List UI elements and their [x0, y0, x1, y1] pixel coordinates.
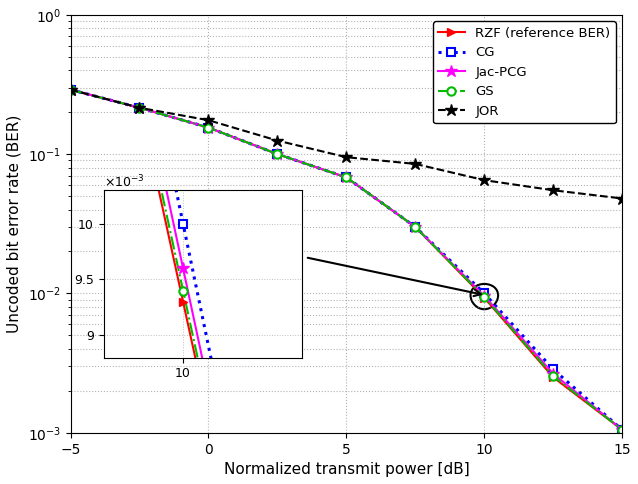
Jac-PCG [205, 125, 212, 131]
CG [136, 105, 144, 111]
RZF (reference BER) [136, 105, 144, 111]
RZF (reference BER) [274, 151, 281, 157]
JOR [205, 117, 212, 123]
CG [67, 87, 75, 92]
Jac-PCG [67, 87, 75, 92]
CG [549, 366, 557, 372]
JOR [67, 87, 75, 92]
Jac-PCG [618, 427, 626, 433]
GS [549, 373, 557, 379]
GS [205, 125, 212, 131]
X-axis label: Normalized transmit power [dB]: Normalized transmit power [dB] [223, 462, 470, 477]
RZF (reference BER) [205, 125, 212, 131]
Line: JOR: JOR [64, 83, 628, 205]
GS [343, 175, 350, 181]
Line: GS: GS [66, 86, 627, 434]
RZF (reference BER) [618, 427, 626, 433]
JOR [412, 161, 419, 167]
JOR [343, 154, 350, 160]
RZF (reference BER) [343, 175, 350, 181]
JOR [549, 187, 557, 193]
RZF (reference BER) [549, 375, 557, 380]
Line: RZF (reference BER): RZF (reference BER) [66, 86, 627, 434]
JOR [274, 137, 281, 143]
Jac-PCG [274, 151, 281, 157]
RZF (reference BER) [412, 224, 419, 230]
Legend: RZF (reference BER), CG, Jac-PCG, GS, JOR: RZF (reference BER), CG, Jac-PCG, GS, JO… [433, 21, 616, 123]
Jac-PCG [480, 293, 488, 299]
GS [67, 87, 75, 92]
RZF (reference BER) [67, 87, 75, 92]
RZF (reference BER) [480, 295, 488, 301]
CG [412, 224, 419, 230]
JOR [136, 105, 144, 111]
Jac-PCG [412, 224, 419, 230]
Jac-PCG [136, 105, 144, 111]
GS [618, 427, 626, 433]
Line: CG: CG [66, 86, 627, 434]
Jac-PCG [343, 175, 350, 181]
JOR [480, 177, 488, 183]
CG [480, 290, 488, 296]
CG [343, 175, 350, 181]
Jac-PCG [549, 371, 557, 377]
Line: Jac-PCG: Jac-PCG [64, 83, 628, 436]
GS [412, 224, 419, 230]
GS [136, 105, 144, 111]
GS [274, 151, 281, 157]
JOR [618, 196, 626, 201]
GS [480, 294, 488, 300]
CG [274, 151, 281, 157]
CG [618, 427, 626, 433]
Y-axis label: Uncoded bit error rate (BER): Uncoded bit error rate (BER) [7, 115, 22, 333]
CG [205, 125, 212, 131]
